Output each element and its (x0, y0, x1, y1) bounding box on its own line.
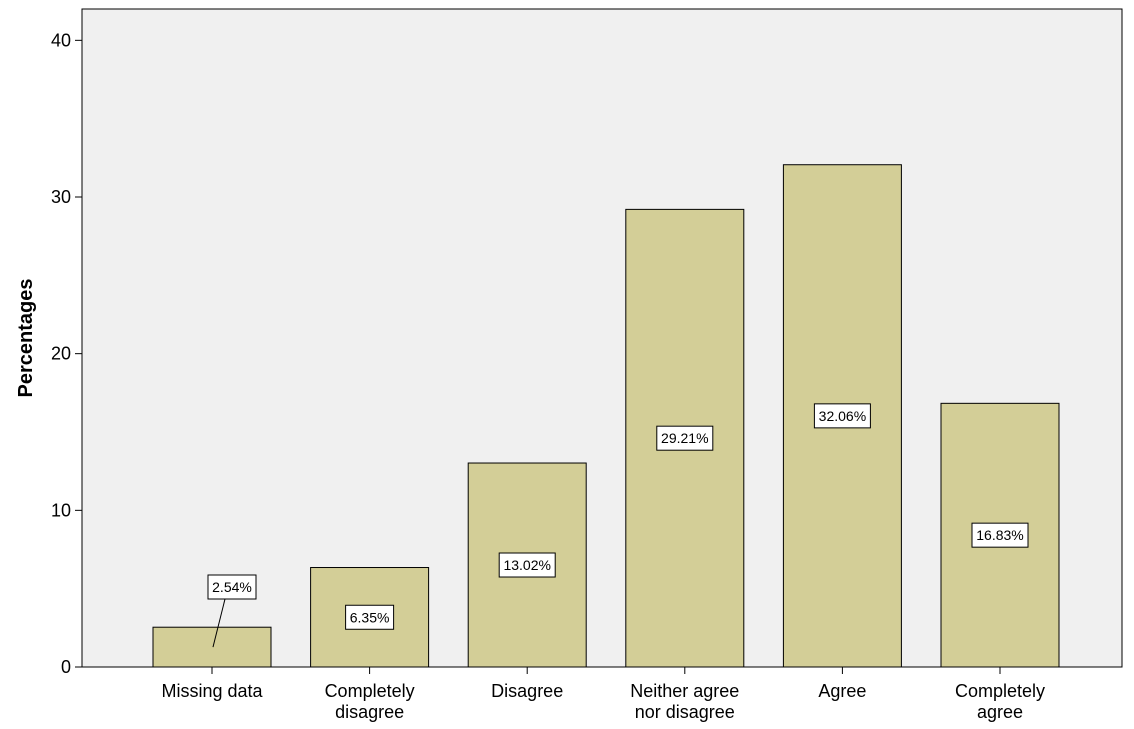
x-tick-label: Completely agree (955, 681, 1045, 722)
bars (152, 164, 1060, 668)
data-label: 13.02% (503, 557, 550, 573)
x-tick-label: Disagree (491, 681, 563, 701)
bar (152, 626, 272, 668)
data-label: 32.06% (819, 408, 866, 424)
data-label: 2.54% (212, 579, 252, 595)
y-axis-label: Percentages (15, 279, 37, 398)
y-tick-label: 10 (51, 500, 71, 520)
data-label-box (971, 522, 1029, 548)
x-tick-label: Missing data (161, 681, 263, 701)
data-label: 6.35% (350, 609, 390, 625)
data-label: 16.83% (976, 527, 1023, 543)
x-tick-label: Agree (818, 681, 866, 701)
data-label: 29.21% (661, 430, 708, 446)
data-label-box (656, 425, 714, 451)
x-axis: Missing data Completely disagree Disagree Ne… (161, 667, 1045, 722)
y-tick-label: 20 (51, 344, 71, 364)
x-tick-label: Completely disagree (325, 681, 415, 722)
axis-lines (81, 9, 1122, 668)
data-label-box (813, 403, 871, 429)
x-tick-label: Neither agree nor disagree (630, 681, 739, 722)
data-label-box (498, 552, 556, 578)
y-tick-label: 30 (51, 187, 71, 207)
y-tick-label: 40 (51, 30, 71, 50)
data-labels: 2.54% 6.35% 13.02% 29.21% 32.06% 16.83% (207, 403, 1029, 648)
y-tick-label: 0 (61, 657, 71, 677)
data-label-leader (212, 598, 226, 648)
data-label-box (345, 604, 395, 630)
data-label-box (207, 574, 257, 600)
y-axis: 0 10 20 30 40 (51, 30, 82, 677)
